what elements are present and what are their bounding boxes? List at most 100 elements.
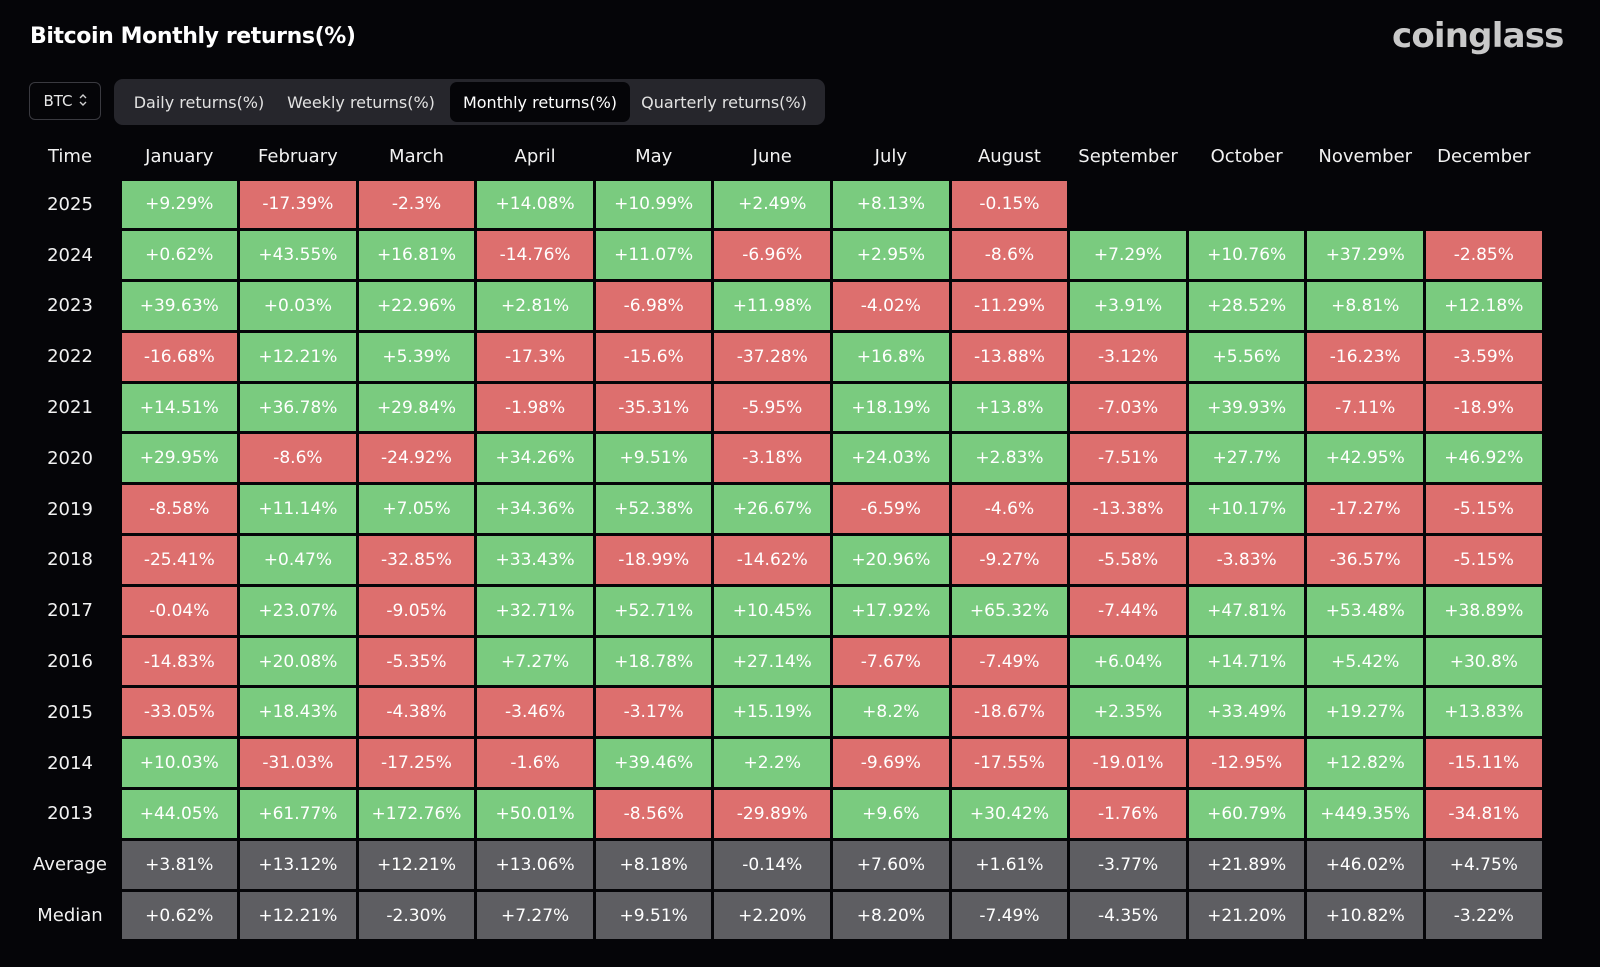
return-cell: +12.82% (1307, 739, 1424, 788)
header-month: December (1437, 145, 1531, 167)
row-year-label: 2024 (47, 244, 93, 266)
return-cell: -14.62% (714, 536, 831, 584)
tab-daily-returns[interactable]: Daily returns(%) (133, 92, 265, 112)
return-cell: -8.58% (121, 485, 238, 534)
return-cell: +12.18% (1426, 282, 1542, 330)
return-cell: +20.08% (240, 637, 356, 686)
return-cell: +11.07% (595, 231, 712, 280)
return-cell: +14.71% (1188, 637, 1305, 686)
monthly-returns-table: Time January February March April May June July… (20, 133, 1543, 941)
return-cell: +11.14% (240, 485, 356, 534)
return-cell: +12.21% (240, 332, 356, 381)
tab-monthly-returns[interactable]: Monthly returns(%) (450, 82, 630, 122)
asset-select[interactable]: BTC (29, 82, 101, 120)
return-cell (1426, 181, 1542, 229)
return-cell: +6.04% (1070, 637, 1186, 686)
return-cell: +30.42% (951, 790, 1068, 838)
header-time: Time (47, 145, 93, 167)
return-cell: +46.92% (1426, 434, 1542, 483)
return-cell: +10.03% (121, 739, 238, 788)
return-cell: -15.11% (1426, 739, 1542, 788)
return-cell: +53.48% (1307, 586, 1424, 635)
stat-cell: +46.02% (1307, 840, 1424, 889)
return-cell: +39.46% (595, 739, 712, 788)
return-cell: -5.15% (1426, 536, 1542, 584)
stat-cell: -7.49% (951, 891, 1068, 940)
header-month: April (514, 145, 556, 167)
return-cell: -17.39% (240, 180, 356, 229)
return-cell: -5.58% (1070, 536, 1186, 584)
header-month: August (977, 145, 1041, 167)
stat-cell: +2.20% (714, 891, 831, 940)
return-cell: +27.7% (1188, 434, 1305, 483)
return-cell: +0.47% (240, 536, 356, 584)
tab-weekly-returns[interactable]: Weekly returns(%) (287, 92, 435, 112)
return-cell: +29.95% (121, 434, 238, 483)
return-cell: -1.98% (477, 383, 593, 432)
return-cell: +24.03% (833, 434, 949, 483)
return-cell: +28.52% (1188, 282, 1305, 330)
return-cell: +10.45% (714, 586, 831, 635)
return-cell: +2.95% (833, 231, 949, 280)
return-cell: -4.6% (951, 485, 1068, 534)
return-cell: +0.62% (121, 231, 238, 280)
stat-cell: -4.35% (1070, 891, 1186, 940)
return-cell: +0.03% (240, 282, 356, 330)
stat-cell: -0.14% (714, 840, 831, 889)
stat-cell: -3.77% (1070, 840, 1186, 889)
return-cell: -16.68% (121, 332, 238, 381)
return-cell: -3.46% (477, 688, 593, 737)
row-year-label: 2023 (47, 295, 93, 317)
return-cell: -13.88% (951, 332, 1068, 381)
row-year-label: 2017 (47, 600, 93, 622)
return-cell: +9.29% (121, 180, 238, 229)
sort-chevrons-icon (79, 93, 87, 109)
return-cell: +14.08% (477, 180, 593, 229)
return-cell: -6.59% (833, 485, 949, 534)
stat-cell: +9.51% (595, 891, 712, 940)
return-cell: +20.96% (833, 536, 949, 584)
return-cell: +11.98% (714, 282, 831, 330)
row-year-label: 2020 (47, 447, 93, 469)
return-cell: +52.38% (595, 485, 712, 534)
return-cell: +13.83% (1426, 688, 1542, 737)
return-cell: +2.49% (714, 180, 831, 229)
coinglass-logo: coinglass (1392, 16, 1564, 56)
return-cell: +32.71% (477, 586, 593, 635)
return-cell: -3.17% (595, 688, 712, 737)
return-cell: +8.13% (833, 180, 949, 229)
return-cell: -37.28% (714, 332, 831, 381)
return-cell: -0.15% (951, 180, 1068, 229)
return-cell: -19.01% (1070, 739, 1186, 788)
return-cell: +5.42% (1307, 637, 1424, 686)
return-cell: +34.36% (477, 485, 593, 534)
return-cell: -36.57% (1307, 536, 1424, 584)
return-cell: +5.39% (358, 332, 475, 381)
return-cell: +7.05% (358, 485, 475, 534)
return-cell: +10.76% (1188, 231, 1305, 280)
return-cell: -1.76% (1070, 790, 1186, 838)
return-cell: +9.51% (595, 434, 712, 483)
return-cell: -3.18% (714, 434, 831, 483)
return-cell: +18.43% (240, 688, 356, 737)
return-cell: -7.44% (1070, 586, 1186, 635)
return-cell: +39.93% (1188, 383, 1305, 432)
return-cell: +43.55% (240, 231, 356, 280)
return-cell: -35.31% (595, 383, 712, 432)
return-cell: -7.51% (1070, 434, 1186, 483)
return-cell: -2.85% (1426, 231, 1542, 280)
header-month: March (389, 145, 444, 167)
return-cell: +172.76% (358, 790, 475, 838)
header-month: October (1210, 145, 1283, 167)
return-cell: -17.25% (358, 739, 475, 788)
return-cell: +27.14% (714, 637, 831, 686)
return-cell: +52.71% (595, 586, 712, 635)
tab-quarterly-returns[interactable]: Quarterly returns(%) (641, 92, 807, 112)
return-cell: -8.6% (240, 434, 356, 483)
header-month: May (635, 145, 673, 167)
return-cell: +7.27% (477, 637, 593, 686)
return-cell: +18.78% (595, 637, 712, 686)
return-cell: -7.11% (1307, 383, 1424, 432)
return-cell: +36.78% (240, 383, 356, 432)
return-cell: +33.49% (1188, 688, 1305, 737)
